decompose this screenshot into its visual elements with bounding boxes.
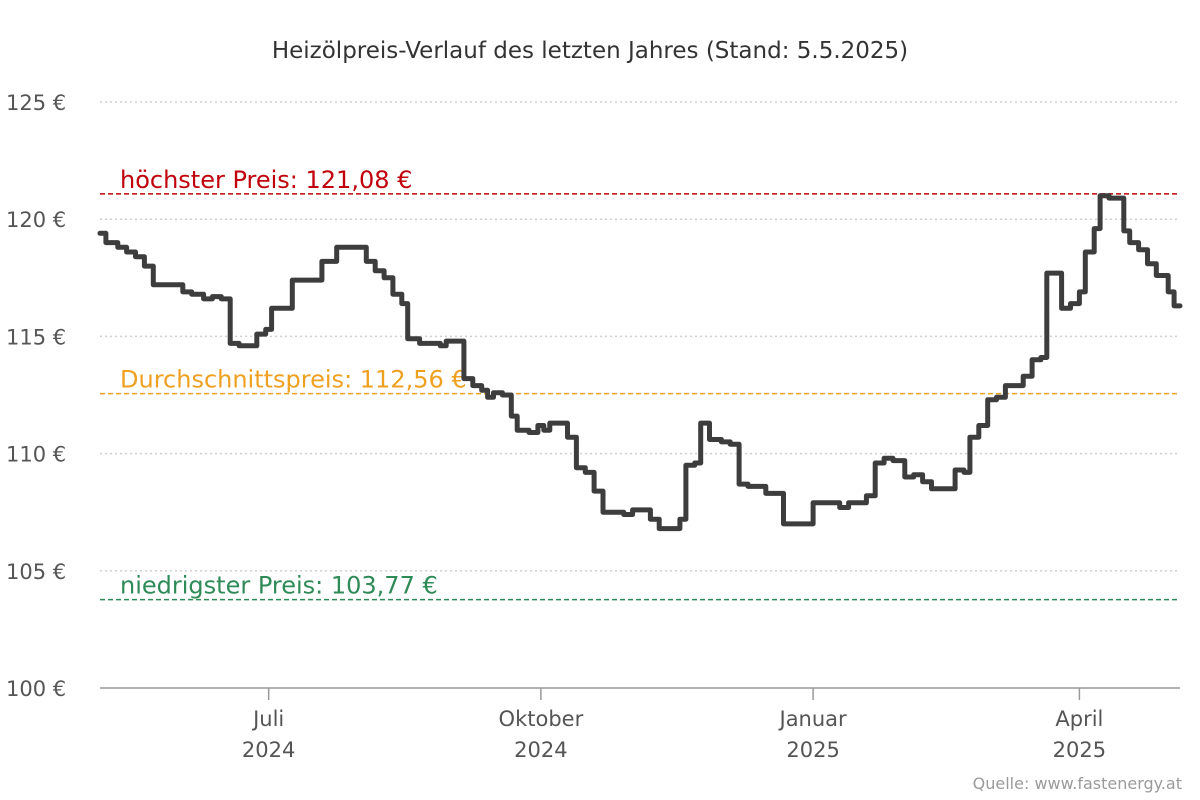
x-axis: Juli 2024 Oktober 2024 Januar 2025 April 2025 (100, 687, 1180, 762)
reference-lines: höchster Preis: 121,08 € Durchschnittspre… (100, 166, 1180, 601)
y-tick-label: 125 € (6, 91, 66, 115)
x-tick-label-month: April (1055, 707, 1103, 731)
grid-lines (100, 101, 1180, 572)
min-price-label: niedrigster Preis: 103,77 € (120, 572, 438, 600)
x-tick-label-year: 2024 (242, 738, 295, 762)
y-tick-label: 105 € (6, 560, 66, 584)
max-price-label: höchster Preis: 121,08 € (120, 166, 412, 194)
chart-title: Heizölpreis-Verlauf des letzten Jahres (… (272, 38, 908, 64)
y-axis-ticks: 100 € 105 € 110 € 115 € 120 € 125 € (6, 91, 66, 701)
x-tick-label-year: 2025 (1053, 738, 1106, 762)
x-tick-label-year: 2025 (786, 738, 839, 762)
x-tick-label-month: Januar (778, 707, 848, 731)
source-credit: Quelle: www.fastenergy.at (973, 774, 1182, 793)
x-tick-label-year: 2024 (514, 738, 567, 762)
price-series (97, 193, 1183, 532)
average-price-label: Durchschnittspreis: 112,56 € (120, 366, 467, 394)
y-tick-label: 100 € (6, 677, 66, 701)
y-tick-label: 110 € (6, 443, 66, 467)
y-tick-label: 115 € (6, 325, 66, 349)
price-line (97, 193, 1183, 532)
x-tick-label-month: Juli (251, 707, 284, 731)
x-tick-label-month: Oktober (499, 707, 584, 731)
y-tick-label: 120 € (6, 208, 66, 232)
